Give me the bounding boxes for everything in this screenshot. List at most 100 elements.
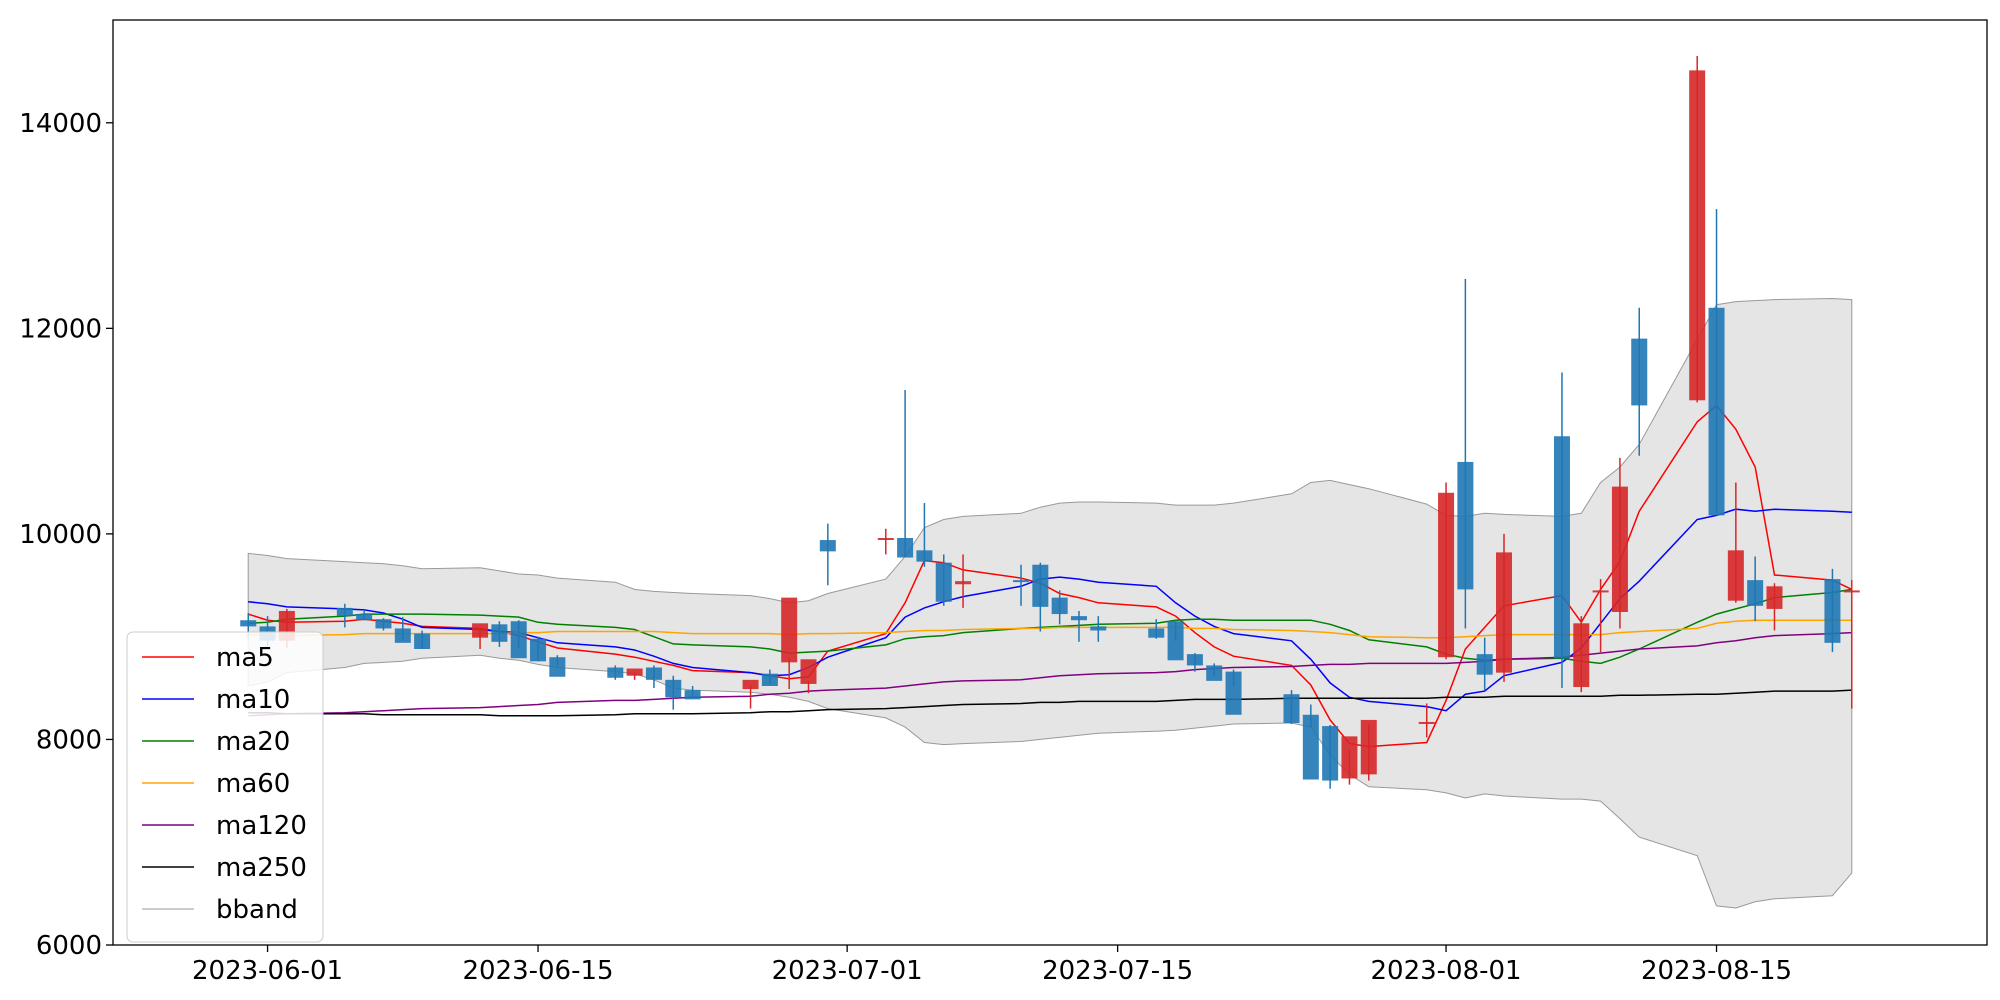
candle-2023-08-17 bbox=[1747, 556, 1764, 622]
candle-body bbox=[1186, 654, 1203, 666]
x-axis: 2023-06-01 2023-06-15 2023-07-01 2023-07-15… bbox=[192, 945, 1792, 986]
candle-2023-07-06 bbox=[935, 554, 952, 606]
candle-body bbox=[1051, 597, 1068, 615]
candle-body bbox=[1708, 307, 1725, 516]
candle-body bbox=[394, 628, 411, 643]
bband-area bbox=[247, 297, 1853, 909]
candle-body bbox=[684, 690, 701, 700]
candle-body bbox=[1553, 436, 1570, 659]
candle-body bbox=[549, 657, 566, 677]
y-tick-label: 12000 bbox=[19, 314, 102, 344]
y-axis: 6000 8000 10000 12000 14000 bbox=[19, 109, 113, 961]
candle-2023-08-02 bbox=[1457, 279, 1474, 629]
candle-2023-08-21 bbox=[1824, 568, 1841, 653]
candle-2023-06-07 bbox=[375, 618, 392, 631]
candle-body bbox=[356, 614, 373, 621]
candle-body bbox=[336, 607, 353, 617]
legend-item-ma5: ma5 bbox=[142, 643, 274, 673]
x-tick-label: 2023-06-15 bbox=[462, 956, 613, 986]
candle-2023-07-31 bbox=[1418, 703, 1435, 738]
legend-item-ma120: ma120 bbox=[142, 811, 307, 841]
candle-body bbox=[1090, 626, 1107, 631]
candle-2023-06-14 bbox=[510, 620, 527, 659]
candle-2023-08-18 bbox=[1766, 583, 1783, 631]
candle-2023-08-15 bbox=[1708, 209, 1725, 516]
candle-2023-06-05 bbox=[336, 603, 353, 628]
candle-2023-08-10 bbox=[1611, 457, 1628, 629]
candle-2023-06-19 bbox=[607, 665, 624, 680]
candle-2023-07-25 bbox=[1302, 704, 1319, 780]
candle-body bbox=[510, 621, 527, 659]
legend-label: ma5 bbox=[216, 643, 274, 673]
candle-body bbox=[1824, 579, 1841, 643]
candle-body bbox=[1167, 621, 1184, 661]
candle-2023-07-19 bbox=[1186, 653, 1203, 672]
candle-body bbox=[530, 638, 547, 662]
candle-body bbox=[781, 597, 798, 663]
candle-body bbox=[607, 667, 624, 678]
candle-body bbox=[645, 667, 662, 680]
candle-2023-06-12 bbox=[472, 623, 489, 649]
legend-box bbox=[126, 631, 324, 943]
legend-item-ma10: ma10 bbox=[142, 685, 290, 715]
candle-2023-07-18 bbox=[1167, 620, 1184, 661]
x-tick-label: 2023-06-01 bbox=[192, 956, 343, 986]
legend-label: bband bbox=[216, 895, 298, 925]
ma250-line bbox=[248, 689, 1852, 717]
candle-2023-08-22 bbox=[1843, 580, 1860, 709]
y-tick-label: 14000 bbox=[19, 109, 102, 139]
legend-label: ma20 bbox=[216, 727, 290, 757]
candle-body bbox=[1225, 671, 1242, 715]
x-tick-label: 2023-08-01 bbox=[1370, 956, 1521, 986]
candle-body bbox=[1360, 719, 1377, 775]
candle-2023-06-30 bbox=[819, 523, 836, 586]
candle-2023-07-10 bbox=[1013, 564, 1030, 606]
candle-2023-06-09 bbox=[414, 630, 431, 649]
candle-2023-08-11 bbox=[1631, 307, 1648, 456]
candle-2023-06-29 bbox=[800, 659, 817, 694]
candle-body bbox=[1843, 590, 1860, 593]
plot-area-frame bbox=[112, 19, 1988, 946]
candle-2023-06-21 bbox=[645, 665, 662, 689]
candle-2023-07-28 bbox=[1360, 719, 1377, 781]
candle-2023-07-26 bbox=[1322, 725, 1339, 789]
candle-body bbox=[1070, 616, 1087, 621]
candle-2023-08-14 bbox=[1689, 55, 1706, 403]
candle-body bbox=[1496, 552, 1513, 673]
y-tick-label: 8000 bbox=[36, 725, 102, 755]
candle-body bbox=[665, 679, 682, 698]
candle-body bbox=[761, 673, 778, 686]
candle-body bbox=[1283, 694, 1300, 723]
x-tick-label: 2023-07-15 bbox=[1042, 956, 1193, 986]
candle-2023-07-14 bbox=[1090, 616, 1107, 642]
candle-2023-08-09 bbox=[1592, 579, 1609, 653]
candle-2023-06-22 bbox=[665, 675, 682, 710]
legend-label: ma250 bbox=[216, 853, 307, 883]
candle-2023-07-17 bbox=[1148, 619, 1165, 639]
candle-body bbox=[472, 623, 489, 638]
candle-2023-07-05 bbox=[916, 503, 933, 567]
candle-body bbox=[1206, 665, 1223, 681]
legend-item-bband: bband bbox=[142, 895, 298, 925]
candle-2023-07-20 bbox=[1206, 663, 1223, 681]
legend: ma5 ma10 ma20 ma60 ma120 ma250 bband bbox=[126, 631, 324, 943]
candle-2023-06-26 bbox=[742, 679, 759, 709]
candle-body bbox=[240, 620, 257, 627]
candle-body bbox=[1418, 721, 1435, 724]
candle-2023-08-07 bbox=[1553, 372, 1570, 689]
candle-2023-08-08 bbox=[1573, 616, 1590, 693]
candle-body bbox=[1476, 654, 1493, 675]
candle-body bbox=[1611, 486, 1628, 612]
legend-item-ma20: ma20 bbox=[142, 727, 290, 757]
candle-body bbox=[1148, 628, 1165, 638]
candle-body bbox=[1032, 564, 1049, 607]
candle-body bbox=[1013, 580, 1030, 583]
bollinger-band-layer bbox=[247, 297, 1853, 909]
candle-body bbox=[375, 619, 392, 629]
candle-body bbox=[742, 679, 759, 690]
candle-body bbox=[1689, 70, 1706, 401]
candle-body bbox=[1322, 726, 1339, 781]
candle-2023-07-07 bbox=[955, 554, 972, 608]
candle-body bbox=[414, 633, 431, 649]
